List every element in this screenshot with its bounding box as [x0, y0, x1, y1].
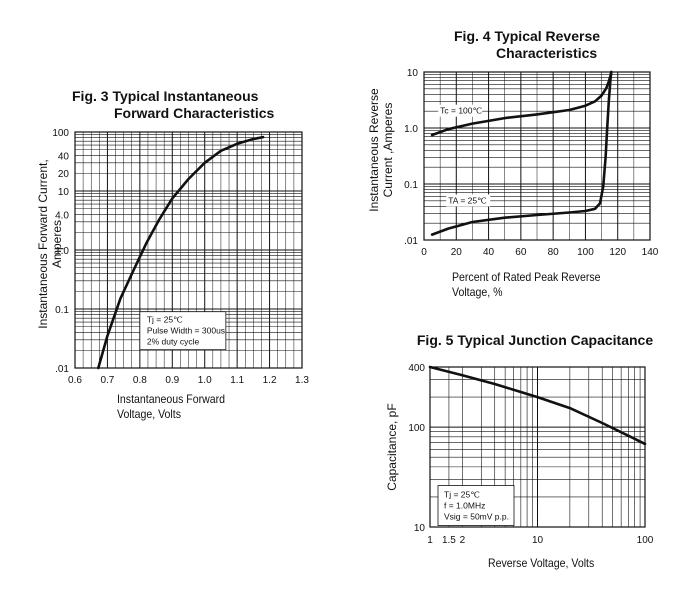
fig4-x-tick-label: 20	[451, 247, 463, 258]
fig4-x-tick-label: 60	[515, 247, 527, 258]
fig3-annotation-text: Tj = 25℃	[147, 315, 183, 325]
fig4-series-line	[430, 70, 613, 236]
fig3-x-tick-label: 1.2	[263, 375, 277, 386]
fig3-x-tick-label: 0.7	[100, 375, 114, 386]
fig5-y-tick-label: 100	[408, 423, 425, 434]
fig5-annotation-text: Tj = 25℃	[444, 490, 480, 500]
fig4-x-tick-label: 0	[421, 247, 427, 258]
fig3-x-tick-label: 0.8	[133, 375, 147, 386]
fig3-x-tick-label: 1.1	[230, 375, 244, 386]
fig4-x-tick-label: 140	[642, 247, 659, 258]
fig5-series-line	[428, 365, 647, 446]
fig3-y-tick-label: 0.1	[55, 305, 69, 316]
fig5-y-tick-label: 400	[408, 363, 425, 374]
fig5-xlabel: Reverse Voltage, Volts	[488, 556, 595, 570]
fig3-x-tick-label: 1.0	[198, 375, 212, 386]
fig3-xlabel: Instantaneous Forward Voltage, Volts	[117, 392, 226, 421]
fig4-x-tick-label: 100	[577, 247, 594, 258]
fig5-x-tick-label: 100	[637, 535, 654, 546]
fig5-title: Fig. 5 Typical Junction Capacitance	[416, 332, 654, 348]
fig3-series-line	[97, 135, 265, 370]
fig3-annotation-box	[139, 311, 227, 351]
fig3-y-tick-label: 10	[58, 187, 70, 198]
fig3-x-tick-label: 0.6	[68, 375, 82, 386]
fig4-series-line	[430, 70, 613, 137]
fig3-y-tick-label: .01	[55, 364, 69, 375]
fig3-y-tick-label: 4.0	[55, 210, 69, 221]
fig4-series-label: TA = 25℃	[448, 195, 487, 205]
fig5-y-tick-label: 10	[414, 523, 426, 534]
fig3-x-tick-label: 1.3	[295, 375, 309, 386]
fig4-y-tick-label: 10	[407, 68, 419, 79]
fig3-title: Fig. 3 Typical Instantaneous Forward Cha…	[72, 88, 275, 121]
fig4-x-tick-label: 120	[609, 247, 626, 258]
fig3-y-tick-label: 100	[52, 128, 69, 139]
fig5-x-tick-label: 2	[460, 535, 466, 546]
fig4-series-label-bg	[446, 194, 491, 207]
fig4-title: Fig. 4 Typical Reverse Characteristics	[454, 28, 601, 61]
fig4-x-tick-label: 40	[483, 247, 495, 258]
fig4-y-tick-label: 0.1	[404, 180, 418, 191]
fig3-x-tick-label: 0.9	[165, 375, 179, 386]
fig5-annotation-text: Vsig = 50mV p.p.	[444, 512, 509, 522]
fig5-annotation-text: f = 1.0MHz	[444, 501, 485, 511]
fig3-annotation-text: 2% duty cycle	[147, 337, 200, 347]
fig5-annotation-box	[437, 485, 515, 526]
fig5-x-tick-label: 10	[532, 535, 544, 546]
fig4-xlabel: Percent of Rated Peak Reverse Voltage, %	[452, 270, 601, 299]
fig5-x-tick-label: 1.5	[442, 535, 456, 546]
fig3-annotation-text: Pulse Width = 300us	[147, 326, 225, 336]
fig4-x-tick-label: 80	[548, 247, 560, 258]
fig5-x-tick-label: 1	[427, 535, 433, 546]
fig3-y-tick-label: 1.0	[55, 246, 69, 257]
fig3-y-tick-label: 40	[58, 151, 70, 162]
fig4-y-tick-label: .01	[404, 236, 418, 247]
fig4-series-label-bg	[438, 104, 483, 117]
fig4-y-tick-label: 1.0	[404, 124, 418, 135]
fig3-y-tick-label: 20	[58, 169, 70, 180]
fig4-series-label: Tc = 100℃	[440, 106, 482, 116]
